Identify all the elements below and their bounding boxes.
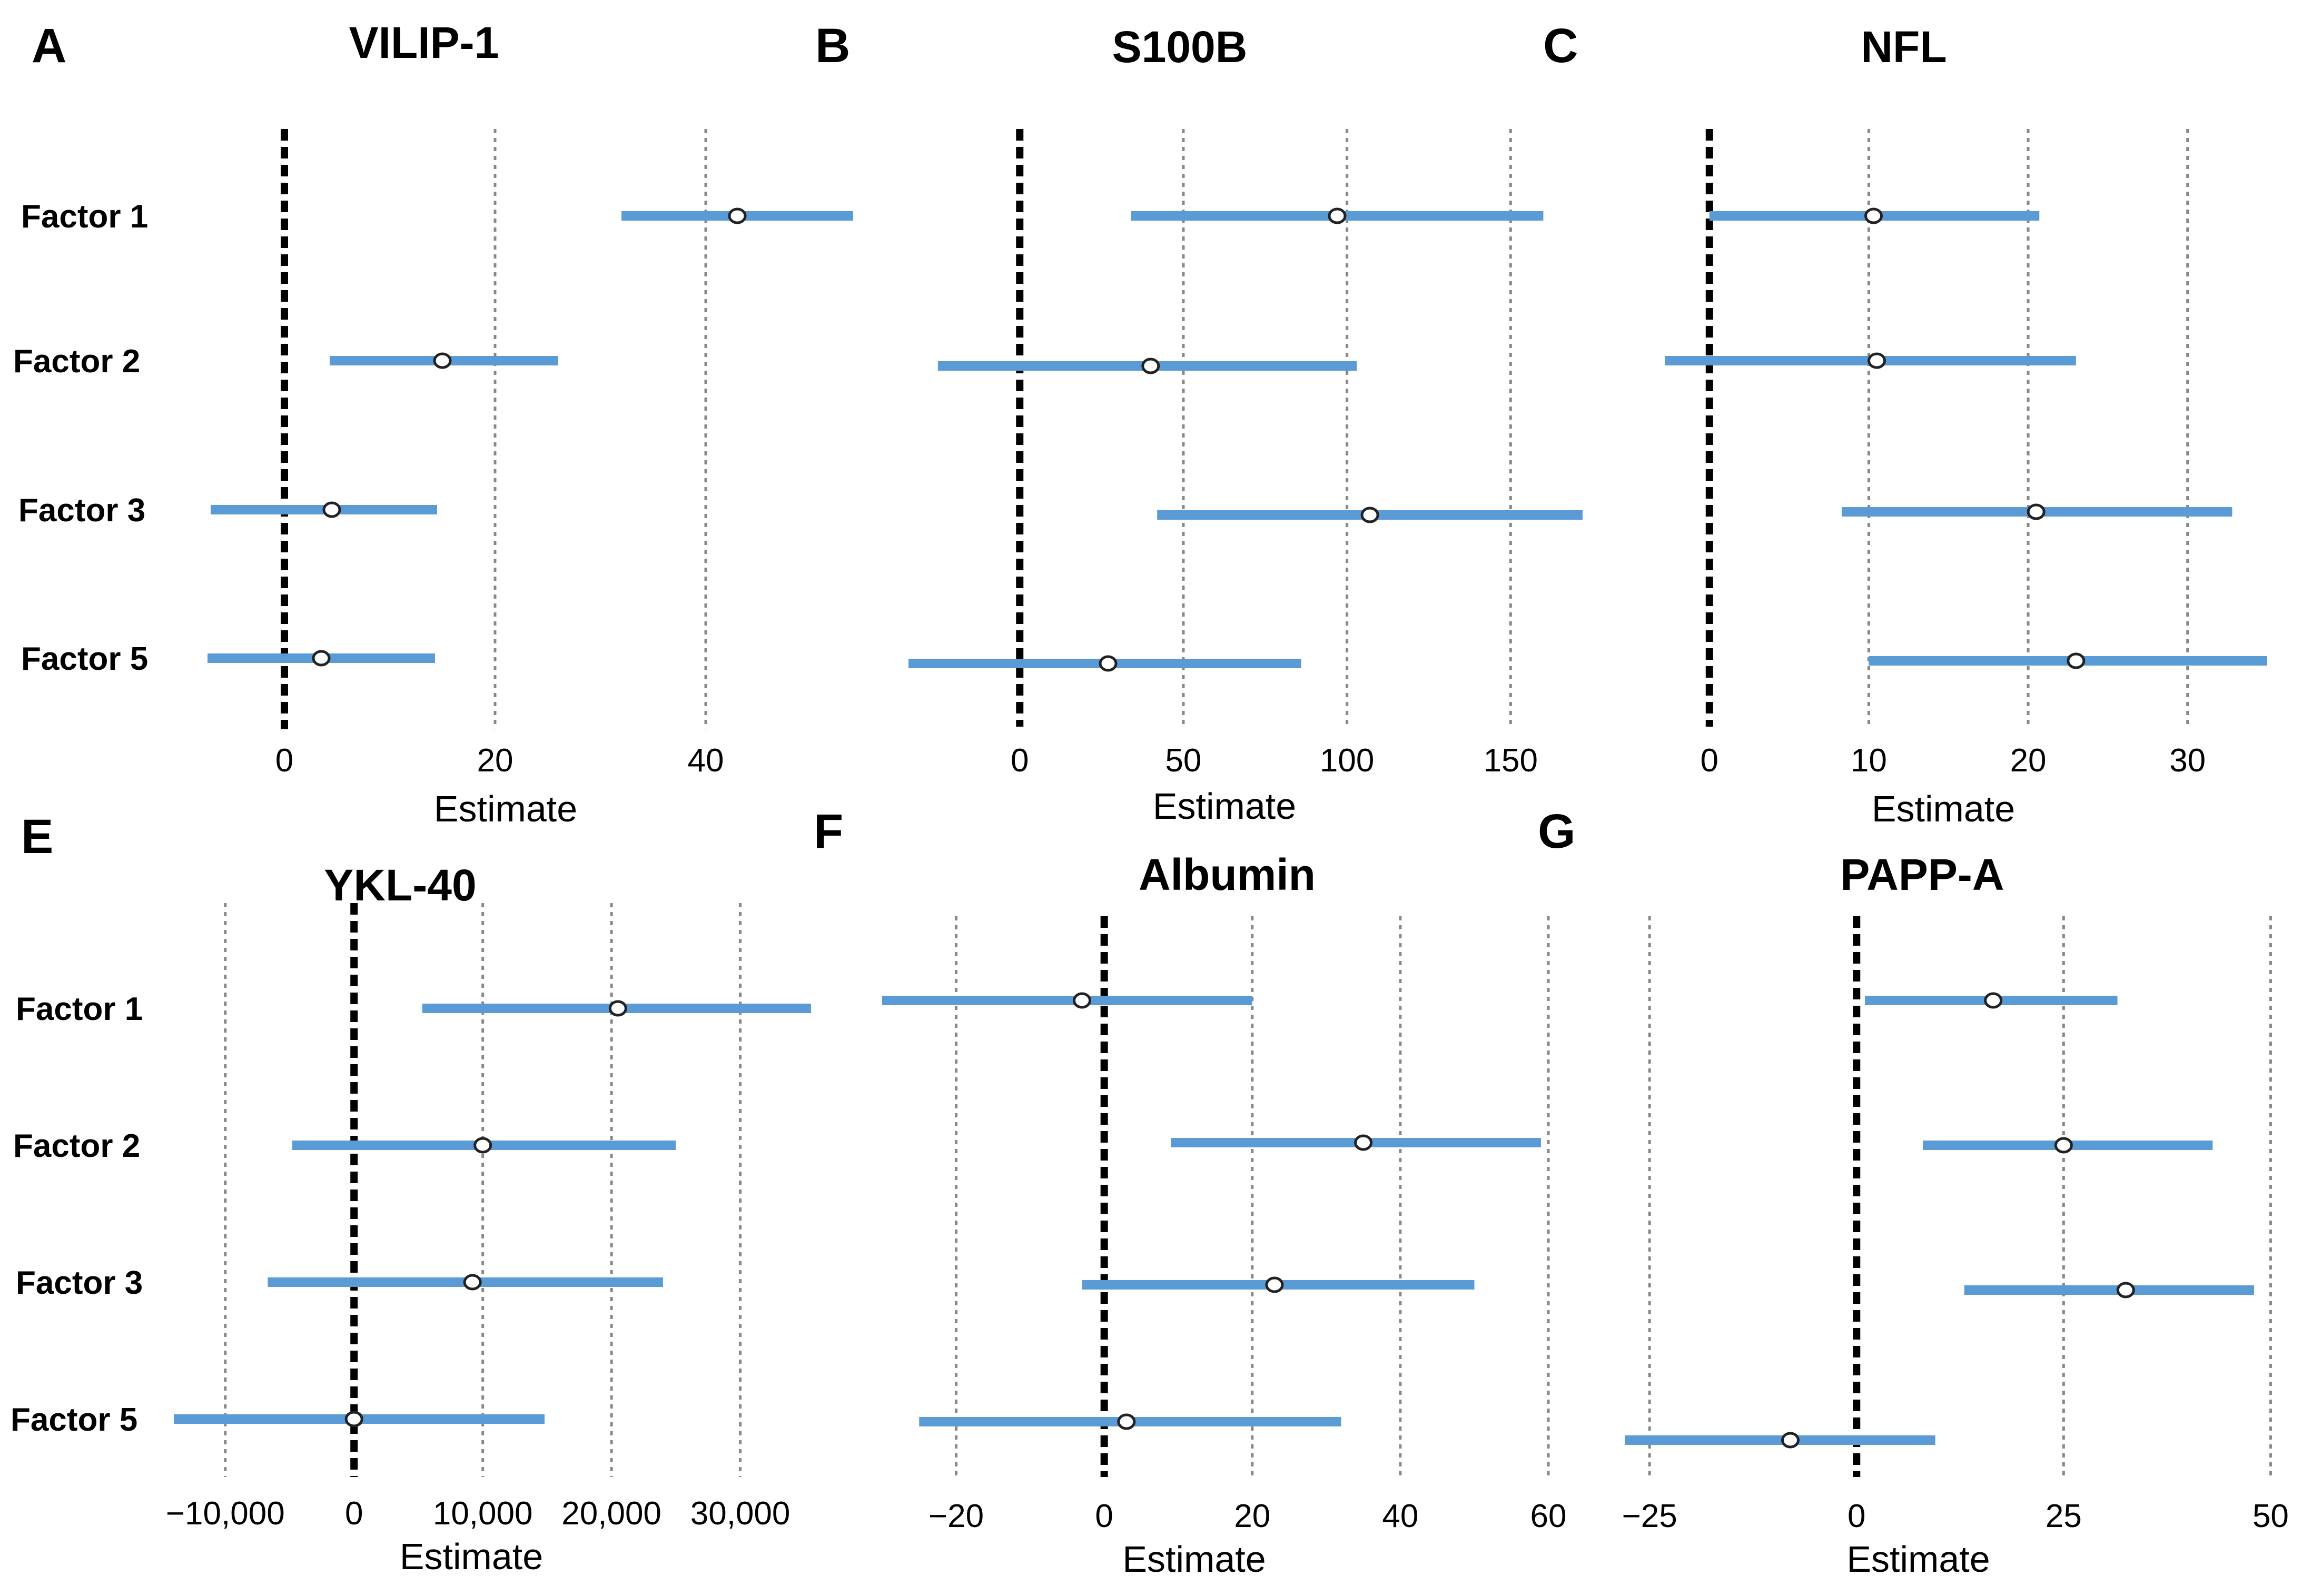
panel-c-tick-label: 10 — [1851, 742, 1887, 779]
panel-a-title: VILIP-1 — [349, 18, 499, 67]
panel-e-letter: E — [21, 810, 53, 864]
panel-a-row-label: Factor 3 — [18, 492, 145, 529]
panel-b-point-estimate — [1099, 655, 1118, 672]
panel-c-point-estimate — [1864, 207, 1883, 224]
panel-b-tick-label: 0 — [1011, 742, 1029, 779]
panel-g-tick-label: −25 — [1622, 1498, 1677, 1534]
panel-b-tick-label: 100 — [1320, 742, 1374, 779]
panel-e-point-estimate — [473, 1137, 492, 1154]
panel-e-x-axis-label: Estimate — [400, 1536, 543, 1577]
panel-a-row-label: Factor 1 — [21, 199, 148, 235]
panel-e-row-label: Factor 2 — [13, 1128, 140, 1164]
panel-e-tick-label: −10,000 — [166, 1495, 285, 1532]
panel-f-x-axis-label: Estimate — [1122, 1539, 1266, 1580]
panel-c-point-estimate — [2027, 503, 2046, 520]
panel-f-title: Albumin — [1139, 850, 1316, 899]
panel-a-point-estimate — [312, 650, 331, 667]
panel-b-title: S100B — [1112, 22, 1248, 72]
panel-f-point-estimate — [1117, 1413, 1136, 1430]
panel-c-tick-label: 30 — [2169, 742, 2206, 779]
panel-e-tick-label: 30,000 — [690, 1495, 791, 1532]
panel-a-letter: A — [32, 19, 66, 73]
panel-e-row-label: Factor 3 — [16, 1265, 143, 1301]
panel-a-point-estimate — [433, 352, 452, 369]
panel-g-point-estimate — [1781, 1432, 1800, 1449]
panel-g-tick-label: 25 — [2046, 1498, 2082, 1534]
panel-b-point-estimate — [1141, 358, 1160, 374]
panel-e-point-estimate — [344, 1411, 363, 1428]
panel-g-tick-label: 50 — [2252, 1498, 2289, 1534]
panel-e-point-estimate — [608, 1000, 627, 1017]
panel-e-point-estimate — [463, 1274, 482, 1291]
panel-a-point-estimate — [728, 207, 747, 224]
panel-b-tick-label: 150 — [1484, 742, 1538, 779]
panel-f-point-estimate — [1354, 1134, 1373, 1151]
panel-b-point-estimate — [1328, 207, 1347, 224]
panel-f-point-estimate — [1265, 1276, 1284, 1293]
panel-c-x-axis-label: Estimate — [1872, 788, 2015, 829]
panel-f-tick-label: 40 — [1382, 1498, 1418, 1534]
panel-b-x-axis-label: Estimate — [1153, 786, 1296, 827]
panel-g-point-estimate — [1984, 992, 2003, 1009]
panel-a-tick-label: 20 — [477, 742, 513, 779]
panel-c-point-estimate — [1868, 352, 1886, 369]
panel-a-tick-label: 0 — [275, 742, 293, 779]
panel-g-tick-label: 0 — [1847, 1498, 1865, 1534]
panel-b-point-estimate — [1360, 507, 1379, 523]
panel-b-tick-label: 50 — [1165, 742, 1201, 779]
panel-f-tick-label: 20 — [1234, 1498, 1270, 1534]
panel-e-tick-label: 0 — [345, 1495, 363, 1532]
panel-g-x-axis-label: Estimate — [1846, 1539, 1990, 1580]
panel-c-point-estimate — [2067, 652, 2086, 669]
panel-e-tick-label: 10,000 — [433, 1495, 533, 1532]
panel-f-tick-label: −20 — [928, 1498, 984, 1534]
panel-g-letter: G — [1538, 805, 1576, 858]
panel-g-point-estimate — [2116, 1282, 2135, 1298]
panel-g-title: PAPP-A — [1840, 850, 2004, 899]
panel-e-row-label: Factor 1 — [16, 991, 143, 1027]
panel-e-title: YKL-40 — [324, 860, 476, 910]
panel-c-title: NFL — [1861, 22, 1947, 72]
panel-f-letter: F — [814, 805, 843, 858]
panel-e-tick-label: 20,000 — [561, 1495, 661, 1532]
panel-e-row-label: Factor 5 — [11, 1402, 137, 1438]
panel-a-point-estimate — [322, 501, 341, 518]
panel-a-row-label: Factor 5 — [21, 641, 148, 677]
panel-f-point-estimate — [1073, 992, 1091, 1009]
panel-a-tick-label: 40 — [688, 742, 724, 779]
panel-c-letter: C — [1543, 19, 1578, 73]
panel-a-x-axis-label: Estimate — [434, 788, 577, 829]
panel-c-tick-label: 0 — [1701, 742, 1718, 779]
panel-c-tick-label: 20 — [2010, 742, 2047, 779]
panel-f-tick-label: 60 — [1530, 1498, 1567, 1534]
panel-f-tick-label: 0 — [1095, 1498, 1113, 1534]
panel-a-row-label: Factor 2 — [13, 343, 140, 380]
panel-b-letter: B — [815, 19, 850, 73]
panel-g-point-estimate — [2054, 1137, 2073, 1154]
